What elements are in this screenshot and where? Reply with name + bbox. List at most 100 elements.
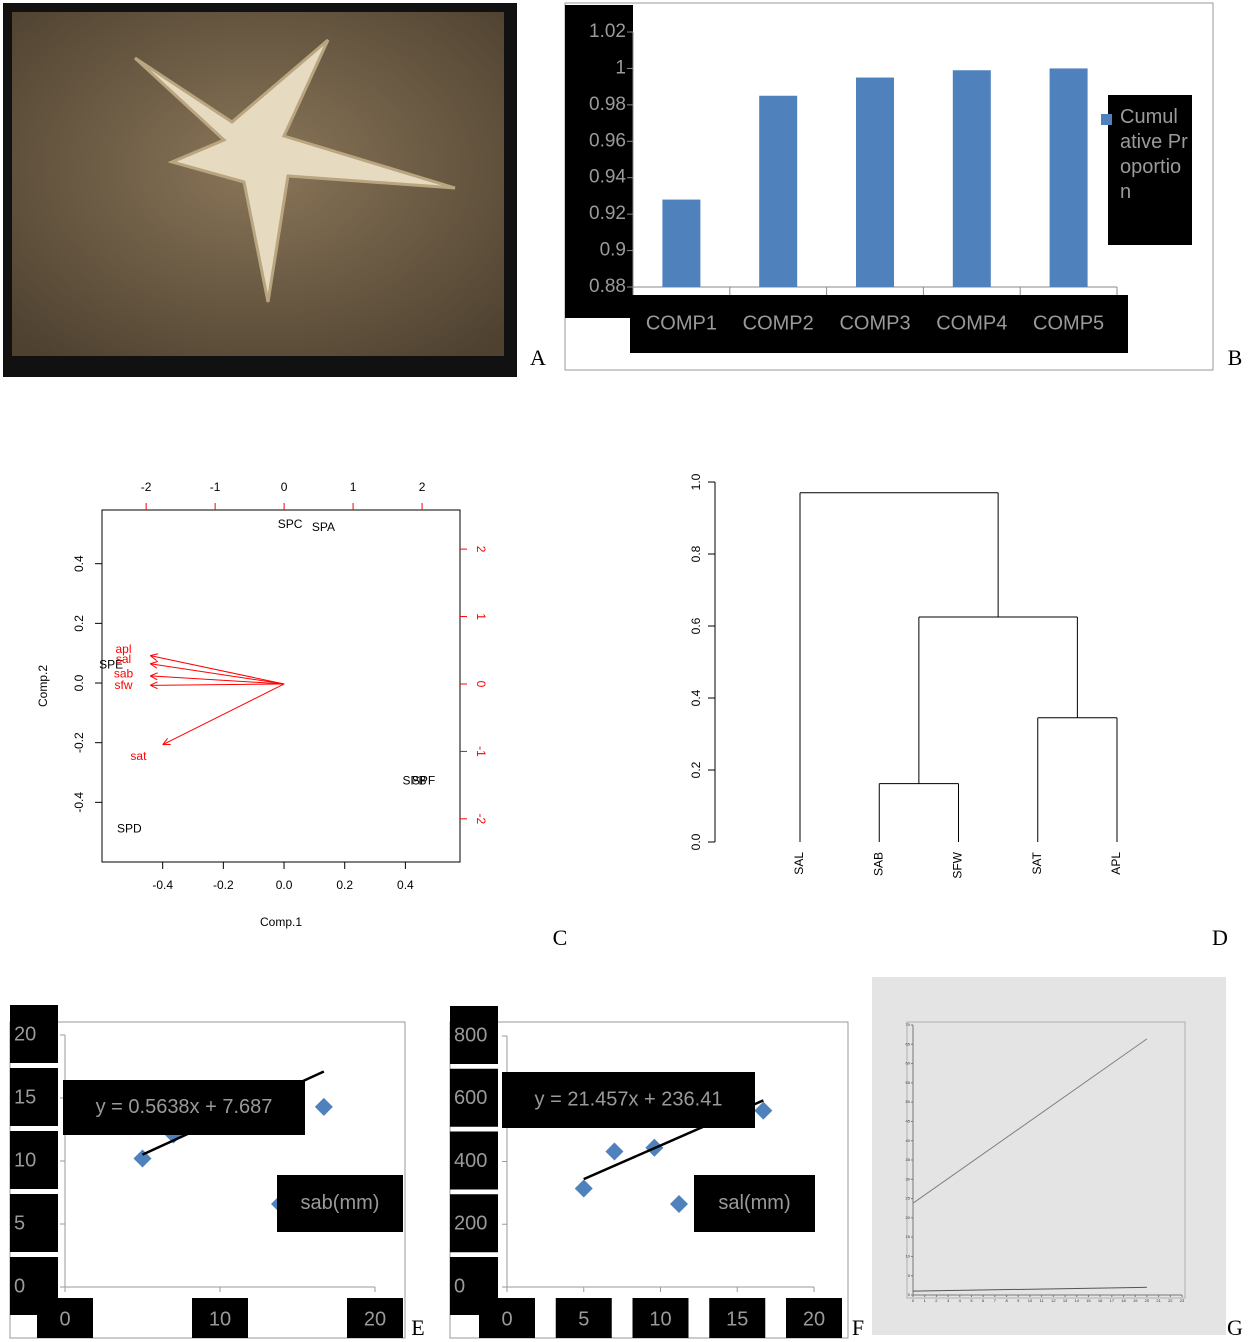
legend-marker bbox=[1101, 114, 1112, 125]
arrow-head bbox=[150, 661, 158, 663]
x-tick-label: COMP3 bbox=[839, 312, 910, 334]
x-tick-label: 19 bbox=[1133, 1298, 1138, 1303]
y2-tick-label: -1 bbox=[474, 746, 488, 757]
y-tick-label: 0.92 bbox=[589, 203, 626, 224]
x2-tick-label: 2 bbox=[419, 480, 426, 494]
y-tick-label: 5 bbox=[14, 1212, 25, 1234]
legend-label: sal(mm) bbox=[718, 1192, 790, 1214]
x-tick-label: 10 bbox=[649, 1308, 671, 1330]
x-tick-label: 14 bbox=[1075, 1298, 1080, 1303]
point bbox=[315, 1098, 333, 1116]
x-tick-label: 16 bbox=[1098, 1298, 1103, 1303]
x-tick-label: COMP4 bbox=[936, 312, 1007, 334]
point-label: SPC bbox=[278, 517, 303, 531]
x2-tick-label: 0 bbox=[281, 480, 288, 494]
y-tick-label: 400 bbox=[454, 1150, 487, 1172]
y-axis-label: Comp.2 bbox=[36, 665, 50, 707]
y-tick-label: 0.0 bbox=[689, 833, 703, 850]
x-tick-label: 5 bbox=[578, 1308, 589, 1330]
figure: Cumulative Proportion ABCDEFG0.880.90.92… bbox=[0, 0, 1254, 1342]
loading-label: sat bbox=[130, 749, 147, 763]
leaf-label: SAL bbox=[792, 852, 806, 875]
point bbox=[605, 1142, 623, 1160]
y-tick-label: 200 bbox=[454, 1213, 487, 1235]
point-label: SPD bbox=[117, 821, 142, 835]
x-tick-label: 20 bbox=[1145, 1298, 1150, 1303]
bar bbox=[856, 78, 894, 287]
y2-tick-label: 0 bbox=[474, 681, 488, 688]
y-tick-label: 0 bbox=[454, 1275, 465, 1297]
x-tick-label: 12 bbox=[1051, 1298, 1056, 1303]
x-tick-label: 21 bbox=[1156, 1298, 1161, 1303]
y-tick-label: 0.88 bbox=[589, 276, 626, 297]
y-tick-label: 1 bbox=[615, 57, 626, 78]
y-tick-label: 15 bbox=[906, 1234, 911, 1239]
y-tick-label: 45 bbox=[906, 1118, 911, 1123]
panel-label: D bbox=[1212, 925, 1228, 950]
bar bbox=[953, 70, 991, 287]
point-label: SPF bbox=[412, 774, 435, 788]
panel-label: B bbox=[1228, 345, 1243, 370]
y-tick-label: 10 bbox=[906, 1253, 911, 1258]
x-tick-label: 10 bbox=[1028, 1298, 1033, 1303]
bar bbox=[759, 96, 797, 287]
panel-background bbox=[872, 977, 1226, 1335]
y-tick-label: -0.4 bbox=[72, 792, 86, 813]
x2-tick-label: 1 bbox=[350, 480, 357, 494]
y-tick-label: -0.2 bbox=[72, 732, 86, 753]
x-tick-label: 23 bbox=[1180, 1298, 1185, 1303]
arrow-head bbox=[150, 673, 157, 676]
y-tick-label: 0.4 bbox=[689, 689, 703, 706]
point bbox=[575, 1179, 593, 1197]
x-tick-label: 0 bbox=[59, 1308, 70, 1330]
y-tick-label: 25 bbox=[906, 1196, 911, 1201]
y-tick-label: 0.2 bbox=[689, 761, 703, 778]
panel-label: G bbox=[1227, 1315, 1243, 1340]
y-tick-label: 0.96 bbox=[589, 130, 626, 151]
legend: Cumulative Proportion bbox=[1108, 95, 1208, 251]
y-tick-label: 0.0 bbox=[72, 674, 86, 691]
x-axis-label: Comp.1 bbox=[260, 915, 302, 929]
x2-tick-label: -2 bbox=[141, 480, 152, 494]
loading-label: sfw bbox=[115, 678, 133, 692]
y-tick-label: 0.6 bbox=[689, 617, 703, 634]
y-tick-label: 15 bbox=[14, 1086, 36, 1108]
x-tick-label: 20 bbox=[803, 1308, 825, 1330]
bar bbox=[662, 200, 700, 287]
loading-arrow bbox=[163, 684, 284, 745]
x-tick-label: COMP1 bbox=[646, 312, 717, 334]
x-tick-label: COMP2 bbox=[743, 312, 814, 334]
panel-label: E bbox=[411, 1315, 424, 1340]
y2-tick-label: 1 bbox=[474, 613, 488, 620]
y-tick-label: 10 bbox=[14, 1149, 36, 1171]
legend-marker bbox=[670, 1195, 688, 1213]
panel-label: A bbox=[530, 345, 546, 370]
leaf-label: SAB bbox=[871, 852, 885, 876]
x-tick-label: 0 bbox=[501, 1308, 512, 1330]
bar bbox=[1050, 68, 1088, 287]
y-tick-label: 40 bbox=[906, 1138, 911, 1143]
arrow-head bbox=[150, 685, 157, 688]
y-tick-label: 0.94 bbox=[589, 167, 626, 188]
y-tick-label: 600 bbox=[454, 1087, 487, 1109]
loading-arrow bbox=[150, 684, 284, 685]
y-tick-label: 1.02 bbox=[589, 21, 626, 42]
x-tick-label: COMP5 bbox=[1033, 312, 1104, 334]
y-tick-label: 20 bbox=[14, 1023, 36, 1045]
y-tick-label: 50 bbox=[906, 1099, 911, 1104]
y2-tick-label: -2 bbox=[474, 814, 488, 825]
y-tick-label: 0.8 bbox=[689, 545, 703, 562]
y-tick-label: 800 bbox=[454, 1024, 487, 1046]
y-tick-label: 65 bbox=[906, 1041, 911, 1046]
leaf-label: SFW bbox=[951, 851, 965, 878]
legend-label: Cumulative Proportion bbox=[1108, 95, 1192, 245]
x-tick-label: 20 bbox=[364, 1308, 386, 1330]
x-tick-label: -0.2 bbox=[213, 878, 234, 892]
x-tick-label: -0.4 bbox=[152, 878, 173, 892]
y-tick-label: 0.98 bbox=[589, 94, 626, 115]
point-label: SPA bbox=[312, 520, 335, 534]
y-tick-label: 1.0 bbox=[689, 473, 703, 490]
loading-arrow bbox=[150, 664, 284, 684]
y-tick-label: 0.9 bbox=[600, 240, 626, 261]
y-tick-label: 30 bbox=[906, 1176, 911, 1181]
